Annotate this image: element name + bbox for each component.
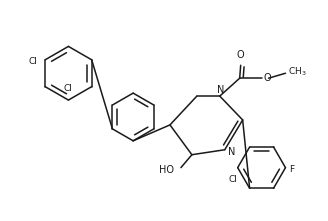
Text: N: N bbox=[228, 147, 235, 157]
Text: HO: HO bbox=[159, 165, 174, 175]
Text: Cl: Cl bbox=[228, 175, 237, 184]
Text: N: N bbox=[217, 85, 224, 95]
Text: Cl: Cl bbox=[64, 84, 73, 93]
Text: O: O bbox=[264, 73, 271, 83]
Text: Cl: Cl bbox=[28, 57, 37, 66]
Text: O: O bbox=[237, 50, 244, 60]
Text: CH$_3$: CH$_3$ bbox=[288, 66, 307, 78]
Text: F: F bbox=[290, 165, 295, 174]
